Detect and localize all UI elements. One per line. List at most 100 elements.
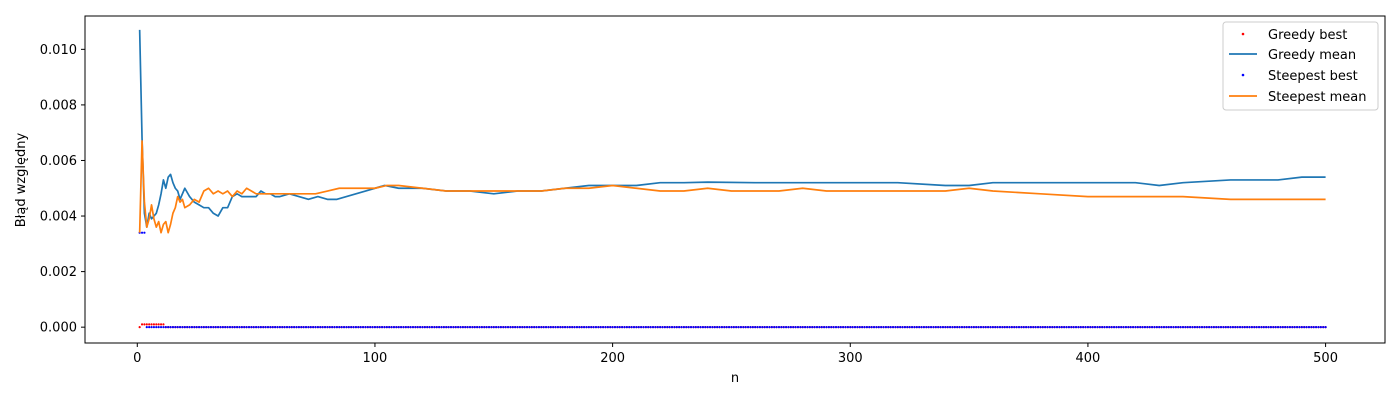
- point-steepest-best: [143, 231, 146, 234]
- point-steepest-best: [1091, 326, 1094, 329]
- point-steepest-best: [1312, 326, 1315, 329]
- plot-background: [85, 16, 1385, 343]
- point-steepest-best: [1281, 326, 1284, 329]
- point-steepest-best: [756, 326, 759, 329]
- point-steepest-best: [447, 326, 450, 329]
- point-steepest-best: [1170, 326, 1173, 329]
- point-steepest-best: [585, 326, 588, 329]
- point-steepest-best: [815, 326, 819, 329]
- point-steepest-best: [511, 326, 514, 329]
- point-steepest-best: [483, 326, 486, 329]
- point-steepest-best: [963, 326, 966, 329]
- point-steepest-best: [1255, 326, 1258, 329]
- point-steepest-best: [1051, 326, 1054, 329]
- point-steepest-best: [1055, 326, 1059, 329]
- point-steepest-best: [951, 326, 954, 329]
- point-steepest-best: [1060, 326, 1063, 329]
- point-steepest-best: [457, 326, 460, 329]
- point-steepest-best: [471, 326, 474, 329]
- point-steepest-best: [982, 326, 985, 329]
- point-steepest-best: [1177, 326, 1180, 329]
- point-steepest-best: [266, 326, 270, 329]
- point-steepest-best: [968, 326, 971, 329]
- point-steepest-best: [347, 326, 350, 329]
- point-steepest-best: [295, 326, 298, 329]
- point-steepest-best: [255, 326, 258, 329]
- point-steepest-best: [402, 326, 405, 329]
- point-steepest-best: [616, 326, 619, 329]
- point-steepest-best: [656, 326, 659, 329]
- point-steepest-best: [207, 326, 210, 329]
- point-steepest-best: [792, 326, 795, 329]
- point-steepest-best: [262, 326, 265, 329]
- point-steepest-best: [960, 326, 964, 329]
- point-greedy-best: [155, 323, 158, 326]
- point-steepest-best: [827, 326, 830, 329]
- point-steepest-best: [697, 326, 700, 329]
- point-steepest-best: [763, 326, 766, 329]
- point-steepest-best: [575, 326, 579, 329]
- point-steepest-best: [1324, 326, 1327, 329]
- point-steepest-best: [1288, 326, 1292, 329]
- point-steepest-best: [1162, 326, 1166, 329]
- point-steepest-best: [214, 326, 217, 329]
- point-steepest-best: [1291, 326, 1294, 329]
- point-steepest-best: [1212, 326, 1215, 329]
- point-steepest-best: [1319, 326, 1322, 329]
- point-steepest-best: [167, 326, 170, 329]
- point-steepest-best: [547, 326, 550, 329]
- point-steepest-best: [390, 326, 393, 329]
- point-steepest-best: [399, 326, 403, 329]
- point-steepest-best: [376, 326, 379, 329]
- point-steepest-best: [723, 326, 726, 329]
- point-steepest-best: [276, 326, 279, 329]
- x-tick-label-400: 400: [1076, 351, 1101, 366]
- point-steepest-best: [1300, 326, 1303, 329]
- point-steepest-best: [932, 326, 935, 329]
- point-steepest-best: [1074, 326, 1078, 329]
- point-steepest-best: [435, 326, 438, 329]
- point-steepest-best: [1008, 326, 1011, 329]
- point-steepest-best: [718, 326, 721, 329]
- point-steepest-best: [751, 326, 754, 329]
- point-greedy-best: [140, 323, 144, 326]
- point-steepest-best: [1124, 326, 1128, 329]
- point-steepest-best: [190, 326, 194, 329]
- point-steepest-best: [240, 326, 243, 329]
- point-steepest-best: [689, 326, 693, 329]
- point-steepest-best: [1027, 326, 1030, 329]
- point-steepest-best: [1262, 326, 1265, 329]
- point-steepest-best: [1112, 326, 1116, 329]
- plot-frame: [84, 15, 1386, 344]
- point-steepest-best: [1286, 326, 1289, 329]
- point-steepest-best: [288, 326, 291, 329]
- point-steepest-best: [414, 326, 417, 329]
- point-steepest-best: [754, 326, 757, 329]
- point-steepest-best: [537, 326, 541, 329]
- point-steepest-best: [742, 326, 745, 329]
- point-steepest-best: [426, 326, 429, 329]
- point-steepest-best: [1238, 326, 1242, 329]
- point-steepest-best: [178, 326, 182, 329]
- point-steepest-best: [202, 326, 205, 329]
- point-steepest-best: [1006, 326, 1009, 329]
- point-steepest-best: [794, 326, 797, 329]
- point-steepest-best: [701, 326, 705, 329]
- point-steepest-best: [485, 326, 488, 329]
- point-steepest-best: [544, 326, 548, 329]
- point-steepest-best: [1189, 326, 1192, 329]
- point-steepest-best: [492, 326, 495, 329]
- legend-label-steepest-best: Steepest best: [1268, 69, 1358, 84]
- point-steepest-best: [1246, 326, 1249, 329]
- series-steepest-best: [138, 231, 1327, 329]
- point-steepest-best: [1295, 326, 1299, 329]
- point-steepest-best: [1307, 326, 1311, 329]
- point-steepest-best: [941, 326, 945, 329]
- point-steepest-best: [1150, 326, 1154, 329]
- point-steepest-best: [796, 326, 800, 329]
- point-steepest-best: [934, 326, 937, 329]
- point-steepest-best: [842, 326, 845, 329]
- point-steepest-best: [454, 326, 457, 329]
- point-steepest-best: [1236, 326, 1239, 329]
- point-steepest-best: [150, 326, 153, 329]
